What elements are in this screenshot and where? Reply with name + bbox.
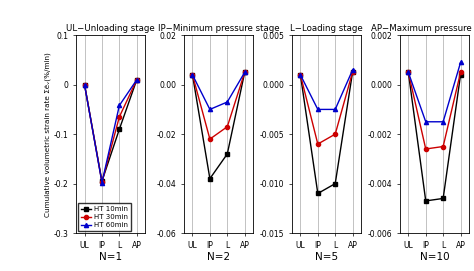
Y-axis label: Cumulative volumetric strain rate Σėᵥ(%/min): Cumulative volumetric strain rate Σėᵥ(%/… — [44, 52, 51, 217]
Line: HT 60min: HT 60min — [82, 78, 139, 185]
HT 60min — [225, 100, 230, 104]
HT 10min — [423, 199, 428, 202]
Legend: HT 10min, HT 30min, HT 60min: HT 10min, HT 30min, HT 60min — [78, 203, 131, 231]
HT 60min — [242, 71, 247, 74]
HT 10min — [315, 192, 320, 195]
HT 30min — [315, 143, 320, 146]
Line: HT 30min: HT 30min — [406, 70, 463, 151]
HT 30min — [350, 70, 356, 73]
Title: AP−Maximum pressure stage: AP−Maximum pressure stage — [371, 24, 474, 33]
HT 10min — [350, 70, 356, 73]
HT 30min — [99, 180, 105, 184]
X-axis label: N=5: N=5 — [315, 253, 338, 263]
HT 10min — [190, 73, 195, 76]
Line: HT 10min: HT 10min — [298, 70, 355, 196]
HT 60min — [117, 104, 122, 107]
Line: HT 30min: HT 30min — [191, 70, 247, 141]
HT 60min — [315, 108, 320, 111]
HT 60min — [298, 73, 303, 76]
HT 30min — [242, 71, 247, 74]
HT 30min — [423, 147, 428, 151]
HT 30min — [440, 145, 446, 148]
Line: HT 30min: HT 30min — [298, 70, 355, 146]
Line: HT 60min: HT 60min — [191, 70, 247, 111]
HT 10min — [117, 128, 122, 131]
HT 30min — [207, 137, 213, 141]
HT 10min — [134, 78, 140, 81]
Title: UL−Unloading stage: UL−Unloading stage — [66, 24, 155, 33]
HT 30min — [190, 73, 195, 76]
HT 60min — [423, 120, 428, 123]
HT 60min — [332, 108, 338, 111]
HT 60min — [207, 108, 213, 111]
Title: L−Loading stage: L−Loading stage — [290, 24, 363, 33]
HT 60min — [458, 61, 464, 64]
X-axis label: N=1: N=1 — [99, 253, 122, 263]
HT 30min — [117, 115, 122, 118]
HT 30min — [458, 71, 464, 74]
HT 60min — [190, 73, 195, 76]
HT 30min — [225, 125, 230, 128]
HT 30min — [82, 83, 87, 86]
Line: HT 10min: HT 10min — [406, 70, 463, 203]
Title: IP−Minimum pressure stage: IP−Minimum pressure stage — [158, 24, 279, 33]
HT 60min — [405, 71, 411, 74]
HT 30min — [332, 133, 338, 136]
HT 60min — [99, 181, 105, 184]
X-axis label: N=2: N=2 — [207, 253, 230, 263]
X-axis label: N=10: N=10 — [419, 253, 449, 263]
Line: HT 10min: HT 10min — [191, 70, 247, 181]
Line: HT 10min: HT 10min — [82, 78, 139, 183]
HT 10min — [332, 182, 338, 185]
HT 30min — [298, 73, 303, 76]
HT 60min — [350, 68, 356, 72]
Line: HT 30min: HT 30min — [82, 78, 139, 184]
Line: HT 60min: HT 60min — [298, 68, 355, 111]
HT 10min — [99, 179, 105, 183]
HT 10min — [225, 152, 230, 156]
HT 10min — [207, 177, 213, 180]
HT 30min — [405, 71, 411, 74]
Line: HT 60min: HT 60min — [406, 60, 463, 124]
HT 10min — [440, 197, 446, 200]
HT 10min — [298, 73, 303, 76]
HT 10min — [405, 71, 411, 74]
HT 10min — [458, 73, 464, 76]
HT 30min — [134, 78, 140, 81]
HT 60min — [82, 83, 87, 86]
HT 10min — [82, 83, 87, 86]
HT 60min — [440, 120, 446, 123]
HT 60min — [134, 78, 140, 81]
HT 10min — [242, 71, 247, 74]
